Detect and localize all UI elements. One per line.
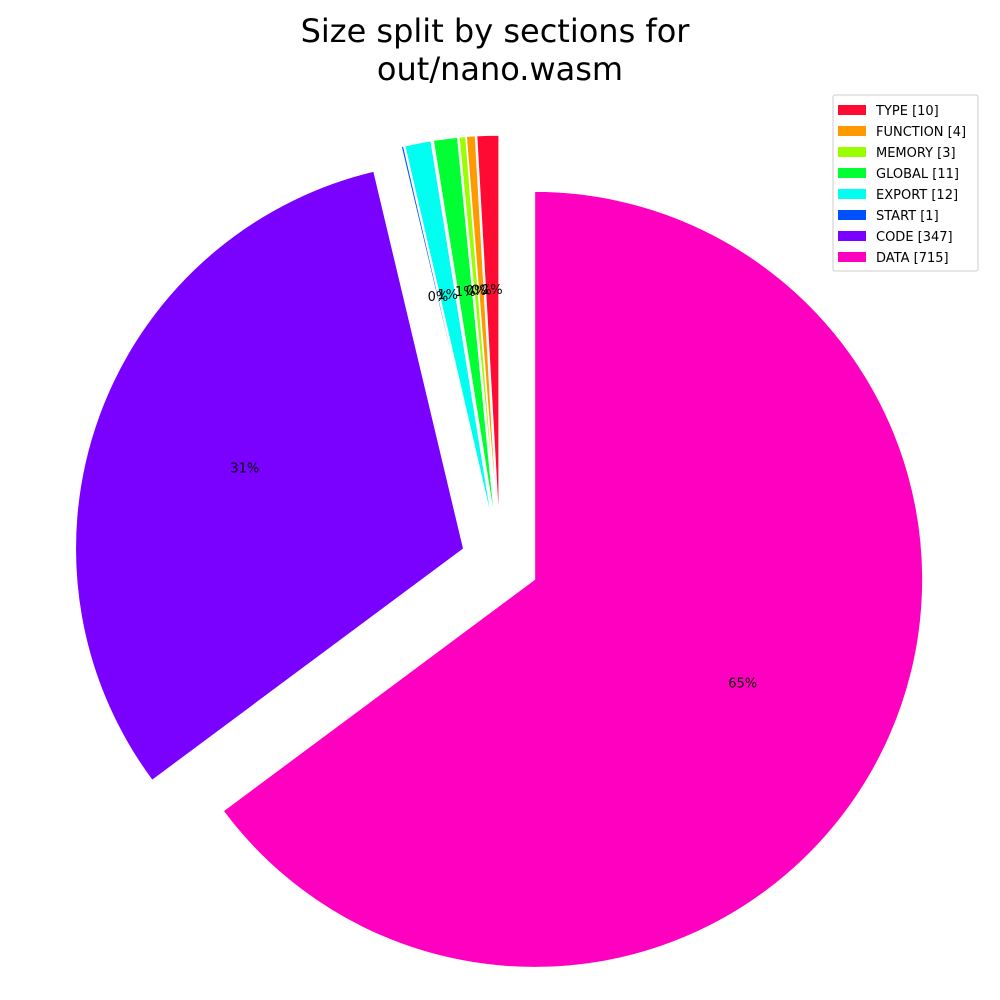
legend-swatch-start xyxy=(838,210,866,220)
legend-swatch-memory xyxy=(838,147,866,157)
chart-title-line-2: out/nano.wasm xyxy=(377,50,623,88)
legend-label-data: DATA [715] xyxy=(876,251,949,266)
pie-percent-labels: 1%0%0%1%1%0%31%65% xyxy=(230,283,757,691)
pie-slices xyxy=(75,134,924,968)
pct-label-start: 0% xyxy=(428,290,449,305)
pct-label-global: 1% xyxy=(455,285,476,300)
legend-label-type: TYPE [10] xyxy=(875,104,939,119)
legend-label-global: GLOBAL [11] xyxy=(876,167,959,182)
legend-label-function: FUNCTION [4] xyxy=(876,125,966,140)
pct-label-function: 0% xyxy=(471,284,492,299)
legend-swatch-data xyxy=(838,252,866,262)
legend-label-code: CODE [347] xyxy=(876,230,953,245)
legend-swatch-type xyxy=(838,105,866,115)
legend-swatch-export xyxy=(838,189,866,199)
legend-label-export: EXPORT [12] xyxy=(876,188,958,203)
legend-swatch-global xyxy=(838,168,866,178)
pct-label-type: 1% xyxy=(482,283,503,298)
legend-label-memory: MEMORY [3] xyxy=(876,146,956,161)
legend-frame xyxy=(832,94,979,272)
chart-title-line-1: Size split by sections for xyxy=(301,12,691,50)
pct-label-data: 65% xyxy=(728,676,757,691)
chart-legend: TYPE [10] FUNCTION [4] MEMORY [3] GLOBAL [1… xyxy=(832,94,979,272)
pie-slice-data xyxy=(222,190,924,968)
pie-slice-function xyxy=(465,135,498,524)
legend-swatch-code xyxy=(838,231,866,241)
pct-label-export: 1% xyxy=(437,288,458,303)
pct-label-memory: 0% xyxy=(466,284,487,299)
pie-slice-memory xyxy=(458,136,498,524)
pie-slice-export xyxy=(404,140,494,525)
pie-slice-type xyxy=(476,134,500,524)
pie-slice-code xyxy=(75,170,465,781)
pie-slice-global xyxy=(432,136,496,524)
legend-swatch-function xyxy=(838,126,866,136)
pct-label-code: 31% xyxy=(230,462,259,477)
legend-label-start: START [1] xyxy=(876,209,939,224)
pie-slice-start xyxy=(400,145,492,525)
